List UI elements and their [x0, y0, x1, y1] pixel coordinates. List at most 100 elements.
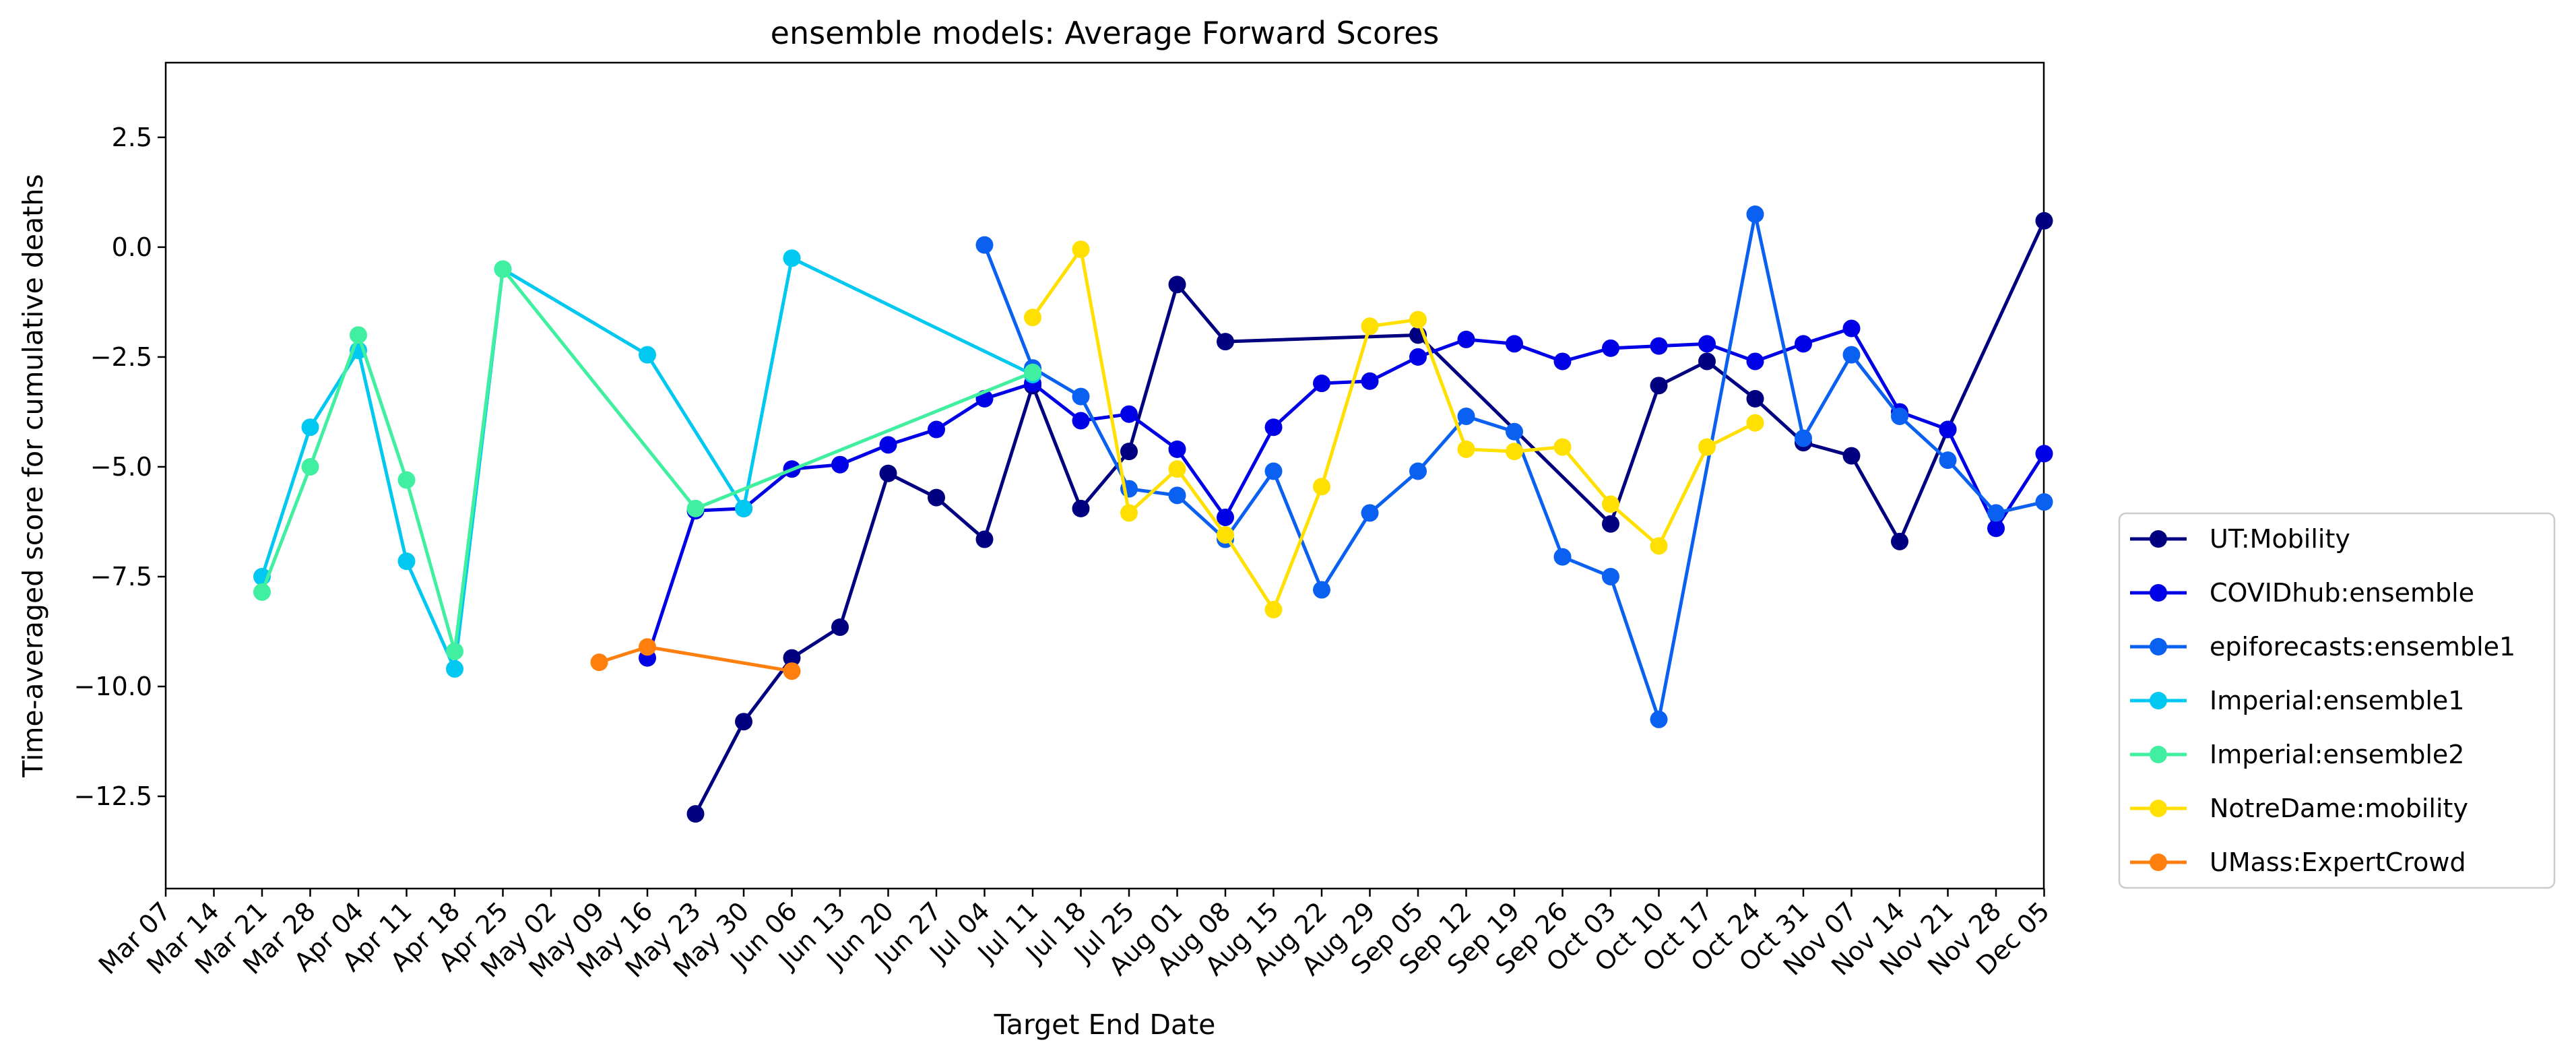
data-point — [1795, 335, 1812, 353]
y-tick-label: −10.0 — [74, 672, 152, 701]
data-point — [446, 642, 463, 660]
y-tick-label: −12.5 — [74, 781, 152, 811]
y-axis: 2.5 0.0 −2.5 −5.0 −7.5 −10.0 −12.5 — [74, 123, 166, 811]
data-point — [1168, 486, 1186, 505]
data-point — [1987, 504, 2005, 522]
data-point — [1939, 451, 1957, 470]
series-layer — [253, 205, 2053, 823]
data-point — [1120, 405, 1138, 423]
data-point — [1217, 508, 1234, 526]
data-point — [350, 326, 367, 344]
legend-marker — [2150, 692, 2167, 709]
data-point — [1072, 240, 1090, 259]
legend-label: COVIDhub:ensemble — [2210, 578, 2474, 608]
data-point — [397, 471, 416, 489]
data-point — [639, 346, 656, 364]
data-point — [1409, 311, 1427, 329]
legend-label: UT:Mobility — [2210, 524, 2350, 554]
data-point — [1168, 460, 1186, 478]
y-axis-label: Time-averaged score for cumulative death… — [17, 174, 49, 777]
data-point — [1698, 438, 1716, 456]
series-line — [1031, 247, 1756, 612]
y-tick-label: −5.0 — [90, 452, 152, 482]
data-point — [831, 618, 849, 636]
legend: UT:Mobility COVIDhub:ensemble epiforecasts… — [2118, 512, 2556, 889]
data-point — [735, 713, 752, 731]
data-point — [2035, 445, 2053, 463]
data-point — [1650, 377, 1668, 395]
series-2 — [975, 205, 2053, 728]
series-0 — [686, 212, 2053, 823]
data-point — [928, 488, 945, 507]
series-line — [983, 212, 2045, 721]
data-point — [1842, 447, 1861, 465]
data-point — [1264, 418, 1283, 437]
legend-marker — [2150, 584, 2167, 602]
legend-label: Imperial:ensemble2 — [2210, 740, 2464, 769]
data-point — [735, 499, 752, 517]
series-1 — [639, 319, 2053, 667]
data-point — [1891, 407, 1908, 425]
data-point — [1650, 337, 1668, 355]
data-point — [1698, 335, 1716, 353]
data-point — [1987, 519, 2005, 538]
legend-label: Imperial:ensemble1 — [2210, 686, 2464, 715]
data-point — [975, 236, 994, 254]
chart-title: ensemble models: Average Forward Scores — [771, 15, 1440, 51]
series-6 — [590, 638, 801, 680]
data-point — [879, 464, 897, 482]
data-point — [879, 436, 897, 454]
series-line — [260, 267, 1033, 653]
data-point — [1842, 319, 1861, 338]
legend-marker — [2150, 854, 2167, 871]
data-point — [397, 552, 416, 571]
legend-marker — [2150, 530, 2167, 548]
data-point — [1024, 309, 1041, 327]
legend-marker — [2150, 638, 2167, 655]
data-point — [686, 499, 705, 517]
data-point — [639, 638, 656, 656]
data-point — [1553, 548, 1572, 566]
data-point — [1313, 375, 1330, 393]
legend-frame — [2118, 512, 2556, 889]
data-point — [301, 457, 319, 476]
data-point — [1553, 438, 1572, 456]
data-point — [446, 660, 463, 678]
y-tick-label: 2.5 — [112, 123, 152, 152]
data-point — [2035, 212, 2053, 230]
data-point — [253, 583, 271, 601]
series-line — [645, 327, 2046, 659]
data-point — [1168, 276, 1186, 294]
data-point — [1361, 504, 1379, 522]
data-point — [1072, 387, 1090, 406]
data-point — [1217, 333, 1234, 351]
data-point — [1842, 346, 1861, 364]
data-point — [301, 418, 319, 437]
data-point — [1024, 363, 1041, 381]
legend-label: epiforecasts:ensemble1 — [2210, 632, 2515, 662]
data-point — [686, 805, 705, 823]
series-4 — [253, 260, 1041, 660]
series-3 — [253, 249, 1041, 678]
data-point — [1120, 443, 1138, 461]
data-point — [1409, 462, 1427, 480]
data-point — [1746, 389, 1764, 408]
y-tick-label: −2.5 — [90, 342, 152, 372]
data-point — [1939, 420, 1957, 439]
y-tick-label: −7.5 — [90, 562, 152, 591]
data-point — [1698, 352, 1716, 371]
legend-marker — [2150, 800, 2167, 817]
legend-marker — [2150, 746, 2167, 763]
data-point — [1602, 495, 1619, 513]
data-point — [1506, 335, 1523, 353]
data-point — [1217, 526, 1234, 544]
data-point — [1891, 532, 1908, 550]
data-point — [1602, 515, 1619, 533]
data-point — [494, 260, 512, 278]
data-point — [1409, 348, 1427, 366]
data-point — [1168, 440, 1186, 458]
data-point — [1795, 429, 1812, 447]
data-point — [1553, 352, 1572, 371]
